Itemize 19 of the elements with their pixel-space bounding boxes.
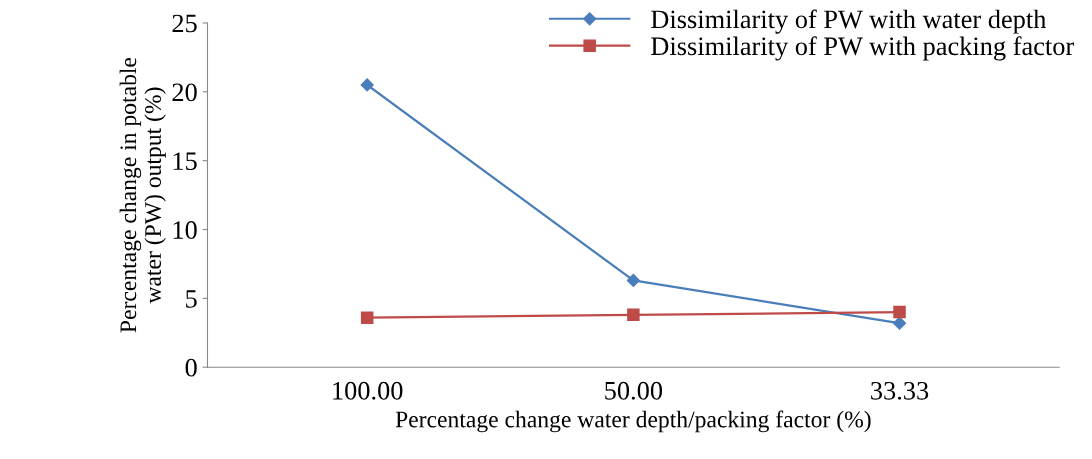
point: [360, 311, 374, 324]
x-tick-label: 50.00: [605, 381, 663, 400]
x-tick-label: 100.00: [333, 381, 403, 400]
x-tick-label: 33.33: [871, 381, 929, 400]
y-tick-label: 25: [172, 14, 197, 33]
legend-label: Dissimilarity of PW with water depth: [651, 9, 1047, 34]
legend-label: Dissimilarity of PW with packing factor: [651, 36, 1074, 61]
point: [892, 316, 907, 330]
point: [893, 305, 906, 319]
x-axis-title: Percentage change water depth/packing factor (%): [395, 410, 871, 433]
y-tick-label: 0: [185, 358, 197, 377]
y-tick-label: 20: [172, 83, 197, 102]
y-tick-label: 5: [186, 290, 197, 308]
point: [360, 78, 374, 92]
y-axis-title: Percentage change in potable water (PW) output (%): [119, 57, 166, 333]
y-tick-label: 10: [173, 221, 197, 239]
point: [626, 273, 640, 288]
y-tick-label: 15: [173, 152, 197, 171]
point: [627, 308, 640, 322]
